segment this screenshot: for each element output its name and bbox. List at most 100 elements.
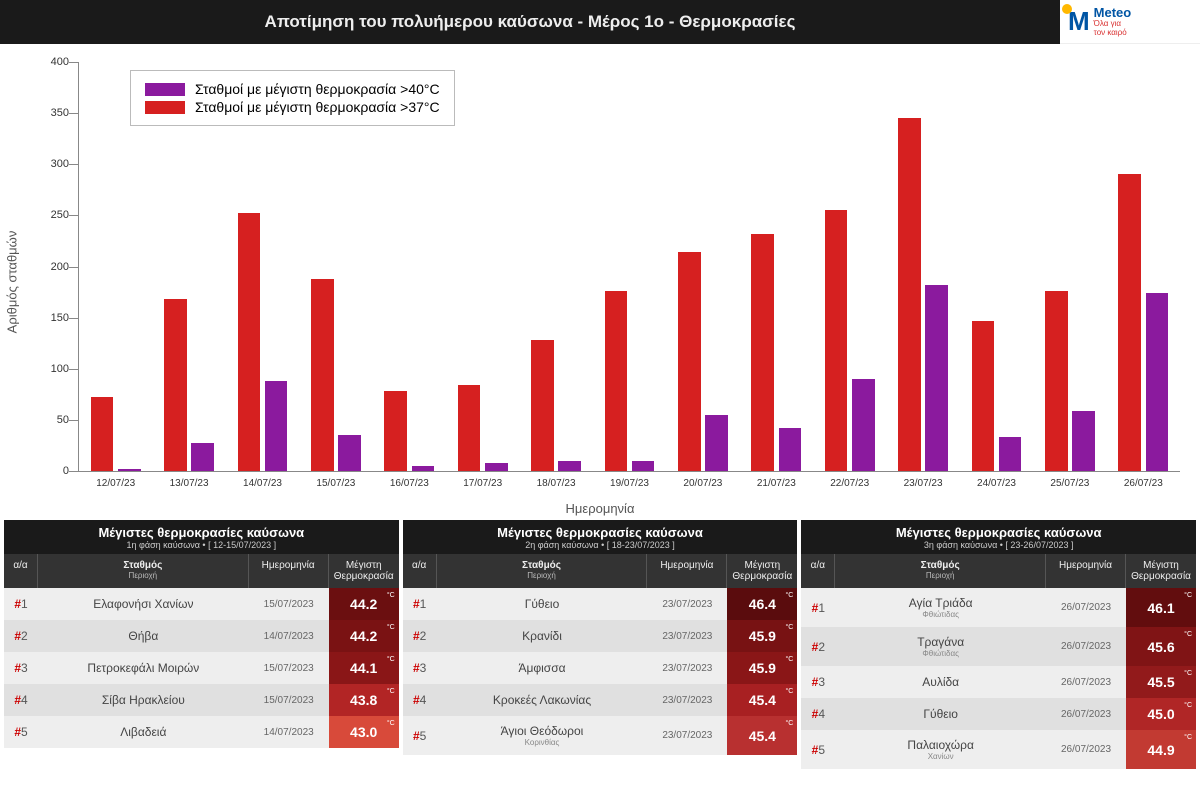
legend-item: Σταθμοί με μέγιστη θερμοκρασία >40°C [145, 81, 440, 97]
col-temp: Μέγιστη Θερμοκρασία [727, 554, 797, 588]
cell-date: 23/07/2023 [647, 620, 727, 652]
bar [972, 321, 995, 471]
cell-station: Γύθειο [835, 698, 1046, 730]
cell-date: 26/07/2023 [1046, 627, 1126, 666]
cell-temp: 44.2°C [329, 620, 399, 652]
temperature-table: Μέγιστες θερμοκρασίες καύσωνα1η φάση καύ… [4, 520, 399, 769]
y-tick-label: 150 [51, 312, 79, 324]
cell-station: Σίβα Ηρακλείου [38, 684, 249, 716]
x-tick-label: 26/07/23 [1124, 478, 1163, 489]
tables-row: Μέγιστες θερμοκρασίες καύσωνα1η φάση καύ… [0, 520, 1200, 769]
y-tick-label: 200 [51, 261, 79, 273]
bar [852, 379, 875, 471]
cell-temp: 45.0°C [1126, 698, 1196, 730]
cell-station: Αγία ΤριάδαΦθιώτιδας [835, 588, 1046, 627]
cell-station: Θήβα [38, 620, 249, 652]
cell-rank: #3 [403, 652, 437, 684]
x-tick-label: 13/07/23 [170, 478, 209, 489]
cell-temp: 44.1°C [329, 652, 399, 684]
y-tick-label: 100 [51, 363, 79, 375]
bar [825, 210, 848, 471]
col-temp: Μέγιστη Θερμοκρασία [329, 554, 399, 588]
cell-date: 26/07/2023 [1046, 730, 1126, 769]
col-station: ΣταθμόςΠεριοχή [437, 554, 648, 588]
y-tick-label: 0 [63, 465, 79, 477]
cell-station: ΤραγάναΦθιώτιδας [835, 627, 1046, 666]
x-tick-label: 14/07/23 [243, 478, 282, 489]
table-header: Μέγιστες θερμοκρασίες καύσωνα3η φάση καύ… [801, 520, 1196, 554]
y-tick-label: 300 [51, 158, 79, 170]
legend-swatch [145, 83, 185, 96]
y-tick-label: 400 [51, 56, 79, 68]
table-row: #4Κροκεές Λακωνίας23/07/202345.4°C [403, 684, 798, 716]
x-tick-label: 25/07/23 [1050, 478, 1089, 489]
bar [384, 391, 407, 471]
cell-rank: #5 [403, 716, 437, 755]
logo-sub2: τον καιρό [1094, 29, 1132, 38]
cell-date: 15/07/2023 [249, 652, 329, 684]
cell-temp: 46.4°C [727, 588, 797, 620]
table-body: #1Ελαφονήσι Χανίων15/07/202344.2°C#2Θήβα… [4, 588, 399, 748]
legend-label: Σταθμοί με μέγιστη θερμοκρασία >37°C [195, 99, 440, 115]
cell-date: 23/07/2023 [647, 684, 727, 716]
cell-date: 23/07/2023 [647, 716, 727, 755]
header: Αποτίμηση του πολυήμερου καύσωνα - Μέρος… [0, 0, 1200, 44]
table-row: #2Θήβα14/07/202344.2°C [4, 620, 399, 652]
cell-rank: #2 [801, 627, 835, 666]
cell-date: 23/07/2023 [647, 588, 727, 620]
bar [118, 469, 141, 471]
col-date: Ημερομηνία [249, 554, 329, 588]
x-tick-label: 15/07/23 [316, 478, 355, 489]
cell-rank: #1 [4, 588, 38, 620]
cell-temp: 45.5°C [1126, 666, 1196, 698]
bar [311, 279, 334, 471]
cell-station: Άμφισσα [437, 652, 648, 684]
table-row: #1Ελαφονήσι Χανίων15/07/202344.2°C [4, 588, 399, 620]
cell-rank: #2 [403, 620, 437, 652]
cell-temp: 46.1°C [1126, 588, 1196, 627]
table-row: #4Γύθειο26/07/202345.0°C [801, 698, 1196, 730]
y-tick-label: 350 [51, 107, 79, 119]
cell-temp: 45.4°C [727, 716, 797, 755]
x-tick-label: 17/07/23 [463, 478, 502, 489]
table-columns: α/αΣταθμόςΠεριοχήΗμερομηνίαΜέγιστη Θερμο… [403, 554, 798, 588]
cell-rank: #2 [4, 620, 38, 652]
cell-rank: #1 [403, 588, 437, 620]
cell-rank: #1 [801, 588, 835, 627]
table-body: #1Αγία ΤριάδαΦθιώτιδας26/07/202346.1°C#2… [801, 588, 1196, 769]
bar [999, 437, 1022, 471]
table-row: #5Λιβαδειά14/07/202343.0°C [4, 716, 399, 748]
cell-temp: 44.2°C [329, 588, 399, 620]
cell-temp: 45.9°C [727, 652, 797, 684]
x-tick-label: 24/07/23 [977, 478, 1016, 489]
table-row: #2ΤραγάναΦθιώτιδας26/07/202345.6°C [801, 627, 1196, 666]
sun-icon [1062, 4, 1072, 14]
cell-rank: #3 [4, 652, 38, 684]
table-subtitle: 1η φάση καύσωνα • [ 12-15/07/2023 ] [4, 540, 399, 550]
cell-rank: #4 [4, 684, 38, 716]
cell-date: 15/07/2023 [249, 684, 329, 716]
x-tick-label: 12/07/23 [96, 478, 135, 489]
cell-date: 14/07/2023 [249, 716, 329, 748]
cell-date: 26/07/2023 [1046, 698, 1126, 730]
y-tick-label: 50 [57, 414, 79, 426]
table-row: #1Γύθειο23/07/202346.4°C [403, 588, 798, 620]
y-tick-label: 250 [51, 209, 79, 221]
cell-station: Κροκεές Λακωνίας [437, 684, 648, 716]
x-tick-label: 20/07/23 [683, 478, 722, 489]
cell-station: Κρανίδι [437, 620, 648, 652]
cell-temp: 43.0°C [329, 716, 399, 748]
bar [412, 466, 435, 471]
cell-date: 23/07/2023 [647, 652, 727, 684]
cell-rank: #4 [801, 698, 835, 730]
bar [1045, 291, 1068, 471]
table-row: #3Άμφισσα23/07/202345.9°C [403, 652, 798, 684]
table-row: #2Κρανίδι23/07/202345.9°C [403, 620, 798, 652]
bar [531, 340, 554, 471]
cell-rank: #5 [801, 730, 835, 769]
x-tick-label: 19/07/23 [610, 478, 649, 489]
x-tick-label: 22/07/23 [830, 478, 869, 489]
table-columns: α/αΣταθμόςΠεριοχήΗμερομηνίαΜέγιστη Θερμο… [801, 554, 1196, 588]
table-row: #1Αγία ΤριάδαΦθιώτιδας26/07/202346.1°C [801, 588, 1196, 627]
bar [338, 435, 361, 471]
